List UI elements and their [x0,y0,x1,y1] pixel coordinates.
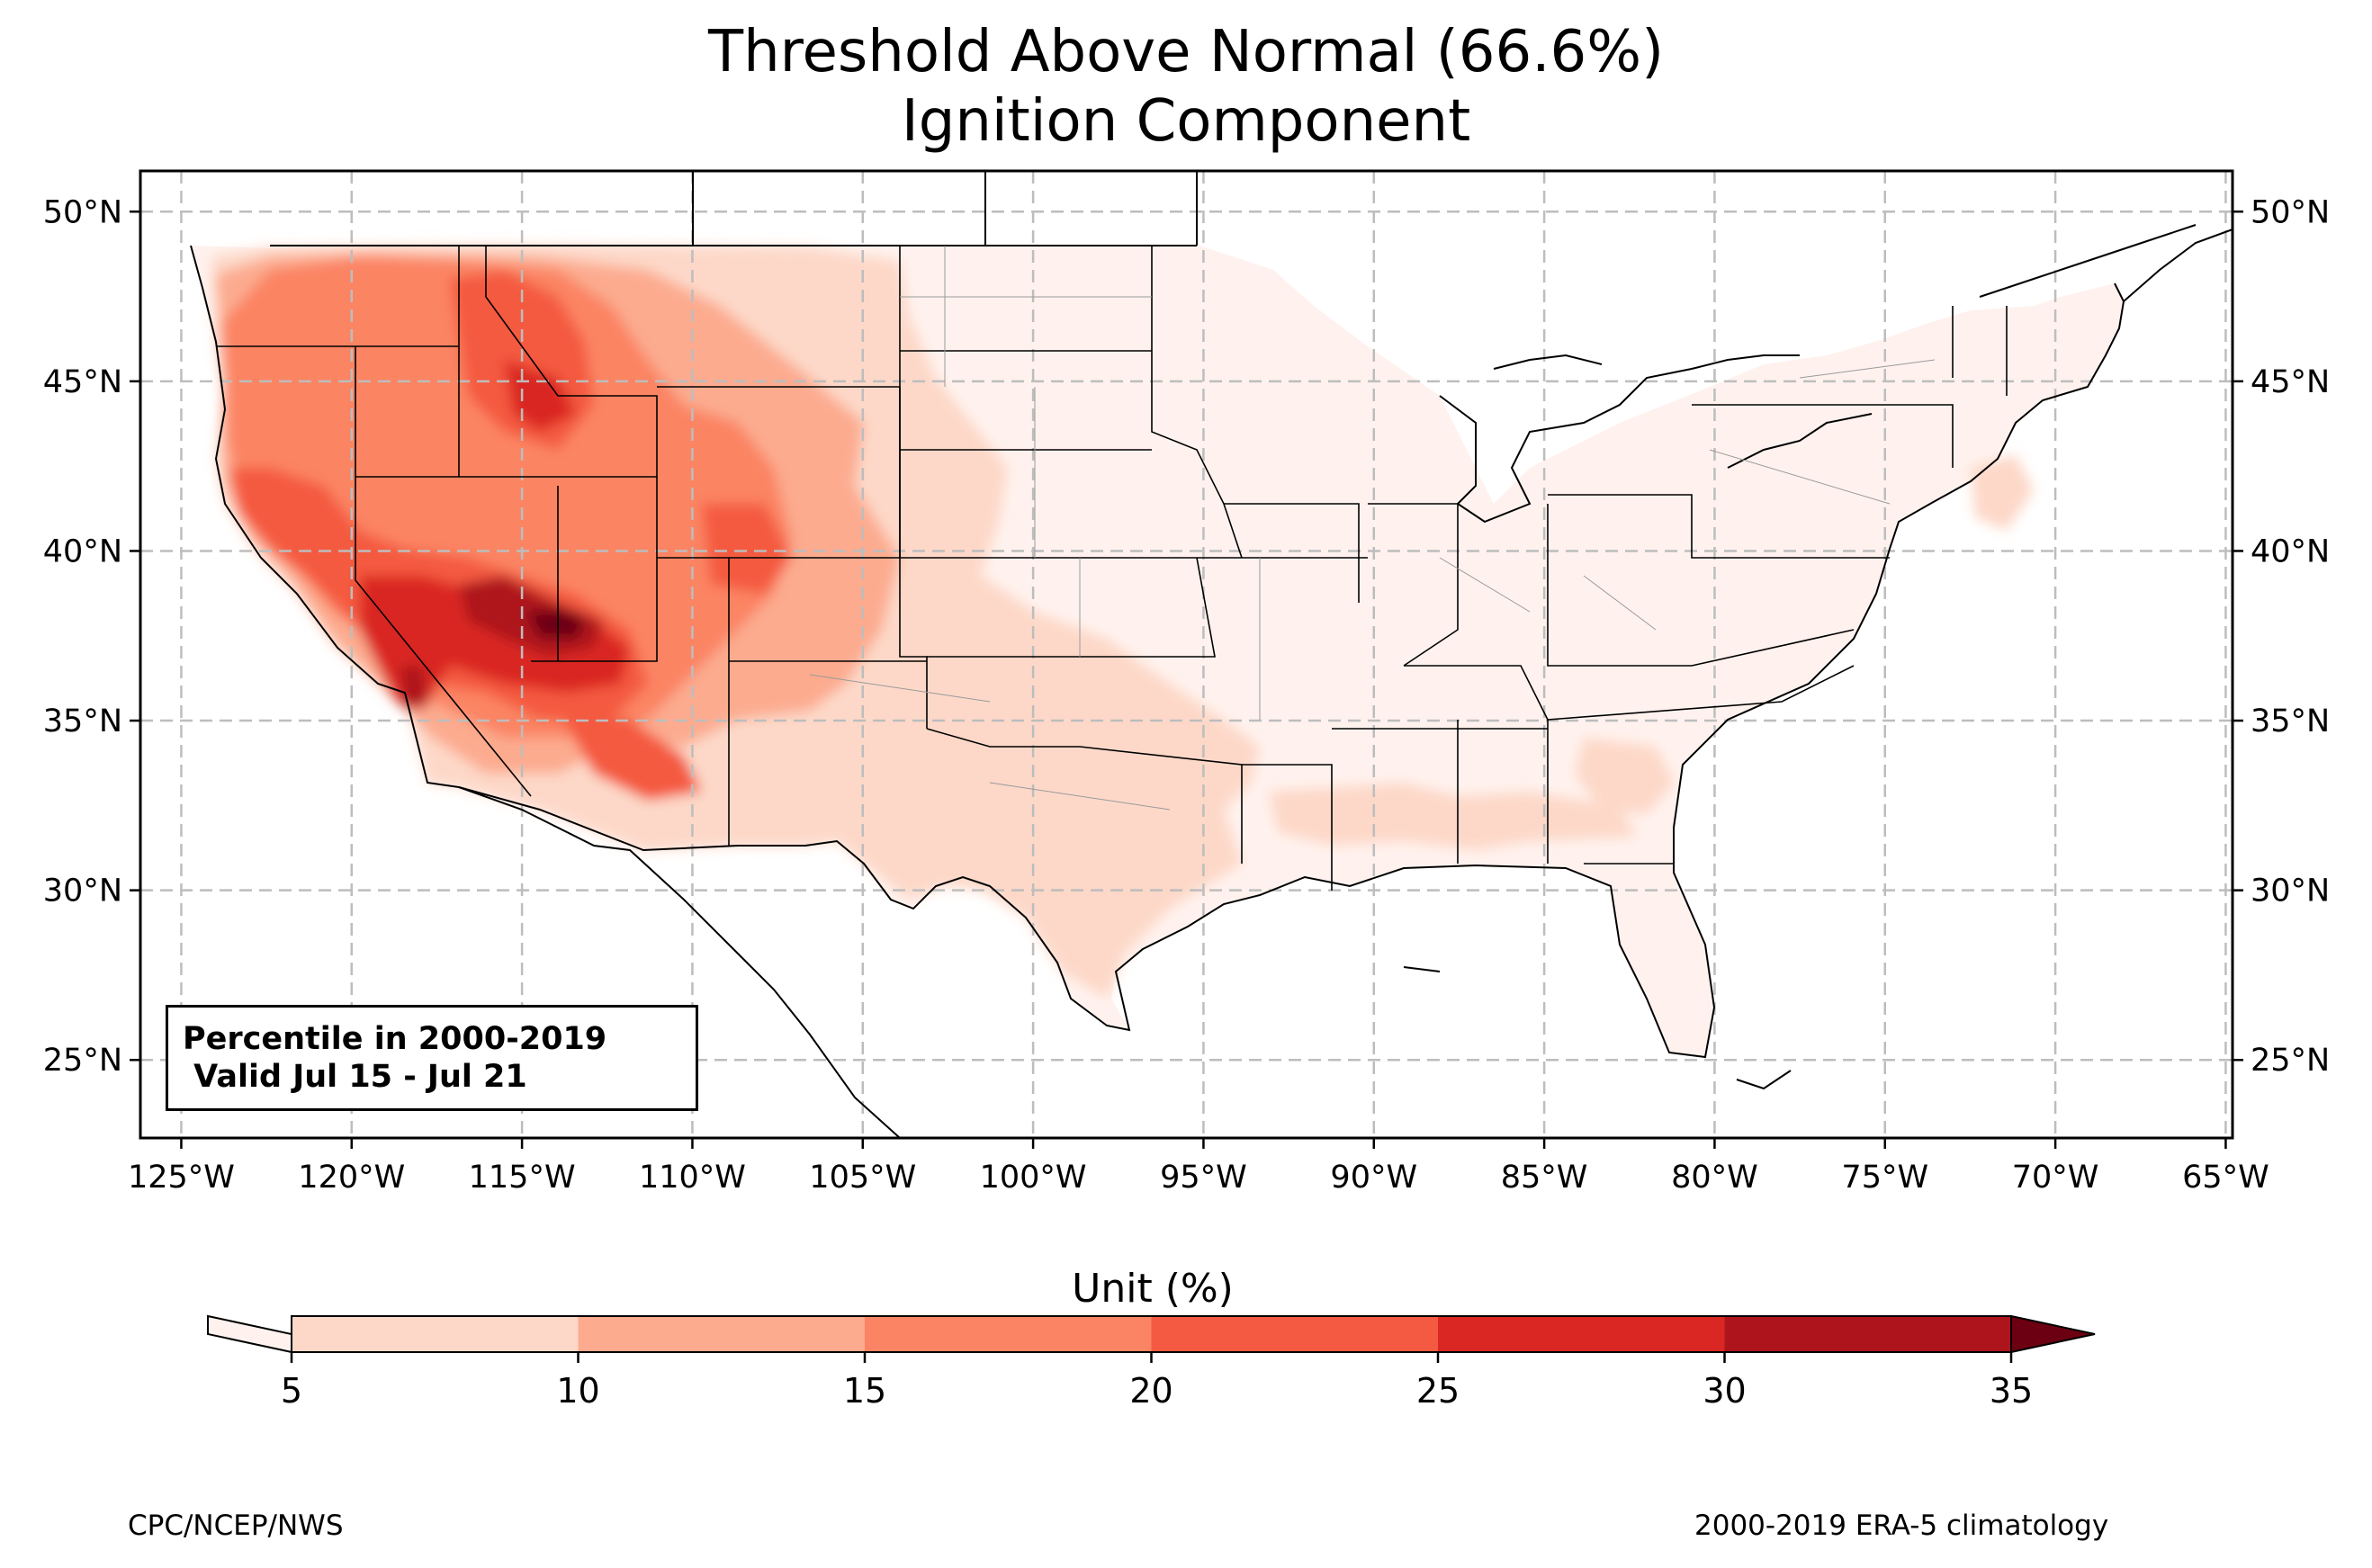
contour-5-10-se [1575,738,1674,814]
colorbar-over-arrow [2010,1314,2096,1354]
tick-label-lon: 70°W [2012,1160,2099,1196]
contour-25-30 [360,576,630,711]
tick-label-lon: 85°W [1501,1160,1588,1196]
info-box-line2: Valid Jul 15 - Jul 21 [183,1059,527,1095]
tick-label-lat-right: 45°N [2251,364,2330,400]
colorbar-bin [1724,1316,2011,1352]
tick-label-lat-right: 35°N [2251,703,2330,739]
contour-5-10-east [1971,454,2034,531]
contour-5-10-gulf [1269,783,1638,850]
contour-over-35 [526,610,585,639]
map-title: Threshold Above Normal (66.6%) [707,19,1665,85]
tick-label-lat-left: 45°N [43,364,122,400]
colorbar-tick-label: 25 [1416,1371,1460,1411]
colorbar: 5 10 15 20 25 30 35 [207,1314,2096,1411]
tick-label-lat-right: 50°N [2251,194,2330,230]
tick-label-lon: 75°W [1841,1160,1928,1196]
colorbar-bin [292,1316,579,1352]
tick-label-lat-left: 25°N [43,1043,122,1079]
colorbar-bin [1438,1316,1725,1352]
tick-label-lat-left: 40°N [43,533,122,569]
county-lines [809,246,1936,811]
colorbar-label: Unit (%) [1072,1266,1234,1312]
colorbar-bin [578,1316,865,1352]
colorbar-tick-label: 20 [1129,1371,1173,1411]
colorbar-tick-label: 30 [1703,1371,1746,1411]
tick-label-lon: 105°W [809,1160,916,1196]
tick-label-lat-right: 40°N [2251,533,2330,569]
tick-label-lat-right: 25°N [2251,1043,2330,1079]
tick-label-lon: 120°W [298,1160,405,1196]
tick-label-lat-left: 50°N [43,194,122,230]
tick-label-lat-left: 30°N [43,874,122,909]
tick-label-lon: 90°W [1330,1160,1417,1196]
tick-label-lon: 80°W [1671,1160,1758,1196]
map-frame [139,169,2234,1140]
colorbar-under-arrow [207,1314,292,1354]
tick-label-lon: 100°W [980,1160,1087,1196]
colorbar-bin [865,1316,1152,1352]
colorbar-tick-label: 5 [281,1371,302,1411]
map-subtitle: Ignition Component [901,88,1471,155]
footer-climatology: 2000-2019 ERA-5 climatology [1694,1510,2109,1542]
axis-tick-labels: 125°W 120°W 115°W 110°W 105°W 100°W 95°W 90°W 85… [43,194,2330,1196]
colorbar-tick-label: 10 [556,1371,599,1411]
tick-label-lon: 125°W [128,1160,235,1196]
info-box: Percentile in 2000-2019 Valid Jul 15 - J… [166,1005,698,1111]
info-box-line1: Percentile in 2000-2019 [183,1021,607,1057]
footer-credit: CPC/NCEP/NWS [128,1510,344,1542]
tick-label-lat-left: 35°N [43,703,122,739]
tick-label-lon: 110°W [639,1160,746,1196]
state-boundaries [216,246,2008,891]
colorbar-tick-label: 35 [1990,1371,2033,1411]
tick-label-lon: 115°W [469,1160,576,1196]
colorbar-bin [1151,1316,1438,1352]
tick-label-lat-right: 30°N [2251,874,2330,909]
tick-label-lon: 65°W [2182,1160,2269,1196]
tick-label-lon: 95°W [1160,1160,1247,1196]
contour-20-25-arizona [558,711,702,801]
contour-20-25-colorado [702,504,792,594]
axis-ticks [130,211,2243,1149]
colorbar-tick-label: 15 [843,1371,886,1411]
coastlines-and-borders [190,171,2233,1138]
